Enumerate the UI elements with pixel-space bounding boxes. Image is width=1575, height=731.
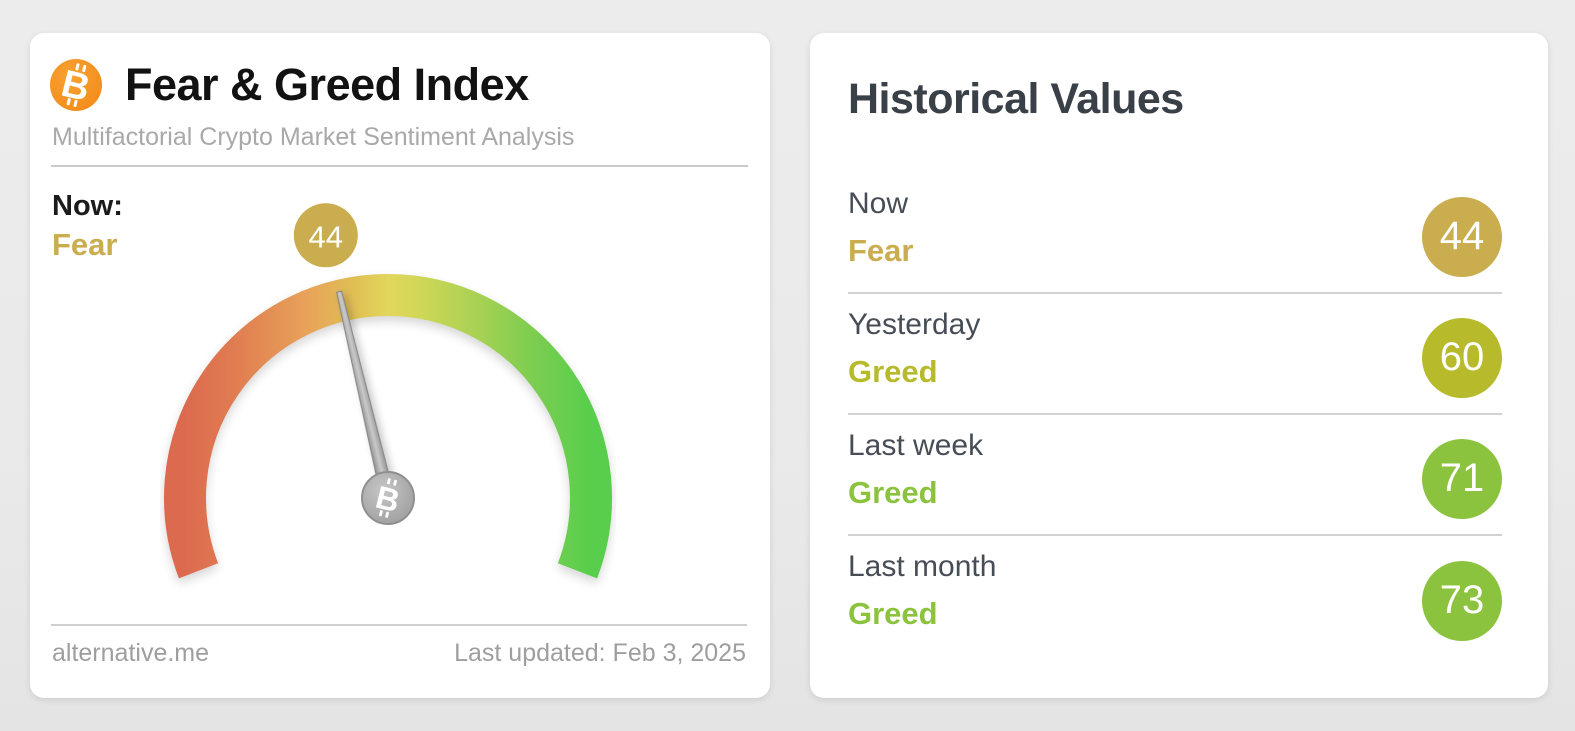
historical-row-now: Now Fear 44 [848,173,1502,294]
fear-greed-header: B Fear & Greed Index [50,59,529,111]
value-badge: 60 [1422,317,1502,398]
gauge-value: 44 [309,219,343,254]
last-updated-text: Last updated: Feb 3, 2025 [454,639,746,667]
fear-greed-index-card: B Fear & Greed Index Multifactorial Cryp… [30,33,770,698]
historical-rows: Now Fear 44 Yesterday Greed 60 Last week… [848,173,1502,657]
page-subtitle: Multifactorial Crypto Market Sentiment A… [52,123,575,151]
row-labels: Last month Greed [848,544,996,657]
card-footer: alternative.me Last updated: Feb 3, 2025 [52,639,746,668]
historical-row-yesterday: Yesterday Greed 60 [848,294,1502,415]
value-badge: 44 [1422,196,1502,277]
historical-row-last-month: Last month Greed 73 [848,536,1502,657]
value-badge: 73 [1422,560,1502,641]
page-title: Fear & Greed Index [125,59,529,110]
historical-row-last-week: Last week Greed 71 [848,415,1502,536]
classification-label: Fear [848,233,914,268]
period-label: Now [848,187,909,220]
gauge-pivot: B [361,471,415,525]
footer-divider [51,624,747,626]
row-labels: Now Fear [848,181,913,292]
gauge-arc [164,274,612,579]
classification-label: Greed [848,354,938,389]
row-labels: Last week Greed [848,423,983,534]
period-label: Last month [848,550,997,583]
now-label: Now: [52,190,123,222]
header-divider [51,165,748,167]
period-label: Yesterday [848,308,981,341]
classification-label: Greed [848,596,938,631]
historical-values-title: Historical Values [848,75,1184,123]
site-link[interactable]: alternative.me [52,639,210,667]
fear-greed-gauge: B 44 [164,203,612,579]
historical-values-card: Historical Values Now Fear 44 Yesterday … [810,33,1548,698]
now-classification: Fear [52,227,118,262]
now-block: Now: Fear [52,188,123,264]
row-labels: Yesterday Greed [848,302,980,413]
value-badge: 71 [1422,438,1502,519]
bitcoin-icon: B [50,59,102,111]
gauge-value-badge: 44 [293,203,358,268]
period-label: Last week [848,429,984,462]
classification-label: Greed [848,475,938,510]
